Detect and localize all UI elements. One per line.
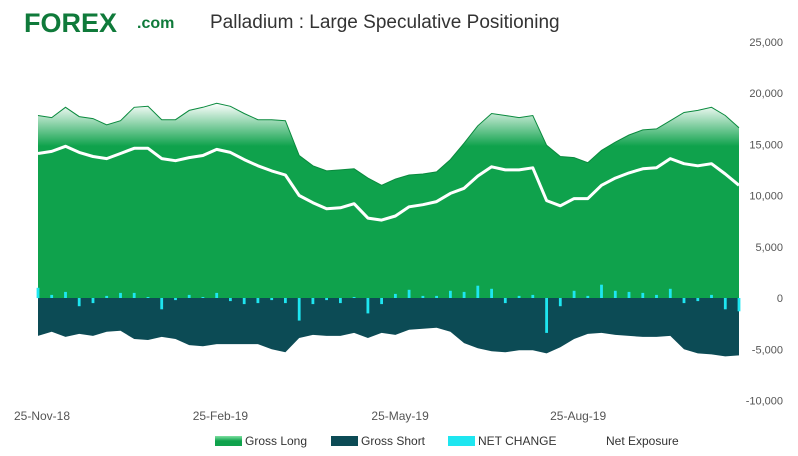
net-change-bar: [297, 298, 301, 321]
net-change-bars-group: [36, 284, 741, 333]
x-tick-label: 25-Aug-19: [550, 409, 606, 423]
net-change-bar: [64, 291, 67, 298]
legend-swatch-gross-short: [331, 436, 358, 446]
net-change-bar: [242, 298, 246, 305]
net-change-bar: [201, 297, 205, 298]
legend-item-gross-long: Gross Long: [215, 434, 307, 448]
net-change-bar: [545, 298, 548, 333]
y-tick-label: -5,000: [752, 344, 783, 356]
y-tick-label: 25,000: [749, 37, 783, 49]
net-change-bar: [531, 294, 535, 298]
net-change-bar: [380, 298, 383, 305]
net-change-bar: [394, 293, 397, 298]
net-change-bar: [476, 285, 480, 298]
net-change-bar: [325, 298, 328, 301]
gross-short-area: [38, 298, 739, 357]
net-change-bar: [366, 298, 370, 314]
net-change-bar: [132, 292, 136, 298]
net-change-bar: [737, 298, 741, 312]
net-change-bar: [421, 295, 425, 298]
net-change-bar: [613, 290, 617, 298]
net-change-bar: [105, 295, 109, 298]
legend-label-net-exposure: Net Exposure: [606, 434, 679, 448]
net-change-bar: [682, 298, 686, 304]
legend-label-net-change: NET CHANGE: [478, 434, 556, 448]
net-change-bar: [36, 287, 40, 299]
gross-long-edge: [37, 102, 740, 186]
net-change-bar: [558, 298, 562, 307]
net-change-bar: [146, 297, 150, 298]
net-change-bar: [229, 298, 232, 302]
gross-long-area: [38, 103, 739, 298]
net-change-bar: [119, 292, 122, 298]
net-change-bar: [256, 298, 260, 304]
net-change-bar: [600, 284, 603, 298]
net-change-bar: [517, 295, 521, 298]
net-change-bar: [407, 289, 411, 298]
net-change-bar: [696, 298, 700, 302]
gross-long-area-group: [37, 102, 740, 298]
legend: Gross Long Gross Short NET CHANGE Net Ex…: [215, 434, 679, 448]
gross-short-area-group: [38, 298, 739, 357]
legend-label-gross-long: Gross Long: [245, 434, 307, 448]
net-change-bar: [50, 294, 54, 298]
y-tick-label: 10,000: [749, 191, 783, 203]
net-exposure-line: [37, 144, 740, 222]
net-change-bar: [723, 298, 727, 310]
x-tick-label: 25-May-19: [371, 409, 429, 423]
logo-suffix: .com: [137, 15, 174, 32]
y-axis: 25,000 20,000 15,000 10,000 5,000 0 -5,000 -10,…: [746, 37, 783, 408]
net-change-bar: [586, 295, 590, 298]
net-change-bar: [710, 294, 713, 298]
net-change-bar: [449, 290, 452, 298]
x-tick-label: 25-Nov-18: [14, 409, 70, 423]
net-change-bar: [435, 295, 438, 298]
y-tick-label: 20,000: [749, 88, 783, 100]
net-change-bar: [311, 298, 315, 305]
x-axis: 25-Nov-18 25-Feb-19 25-May-19 25-Aug-19: [14, 409, 606, 423]
y-tick-label: 0: [777, 293, 783, 305]
net-change-bar: [215, 292, 219, 298]
logo: FOREX .com: [24, 8, 174, 38]
net-change-bar: [503, 298, 507, 304]
net-exposure-line-group: [37, 144, 740, 222]
legend-item-gross-short: Gross Short: [331, 434, 426, 448]
net-change-bar: [490, 288, 493, 298]
y-tick-label: 15,000: [749, 139, 783, 151]
legend-item-net-exposure: Net Exposure: [606, 434, 679, 448]
y-tick-label: -10,000: [746, 396, 783, 408]
net-change-bar: [462, 291, 466, 298]
legend-item-net-change: NET CHANGE: [448, 434, 556, 448]
net-change-bar: [77, 298, 81, 307]
net-change-bar: [668, 288, 672, 298]
net-change-bar: [339, 298, 342, 304]
chart-title: Palladium : Large Speculative Positionin…: [210, 12, 560, 33]
net-change-bar: [91, 298, 95, 304]
net-change-bar: [270, 298, 274, 301]
net-change-bar: [641, 292, 645, 298]
net-change-bar: [160, 298, 164, 310]
net-change-bar: [655, 294, 658, 298]
logo-main: FOREX: [24, 8, 117, 38]
legend-swatch-gross-long: [215, 436, 242, 446]
net-change-bar: [187, 294, 191, 298]
y-tick-label: 5,000: [755, 242, 783, 254]
x-tick-label: 25-Feb-19: [193, 409, 249, 423]
net-change-bar: [284, 298, 287, 304]
net-change-bar: [627, 291, 631, 298]
net-change-bar: [352, 297, 356, 298]
net-change-bar: [572, 290, 576, 298]
net-change-bar: [174, 298, 177, 301]
legend-swatch-net-change: [448, 436, 475, 446]
legend-label-gross-short: Gross Short: [361, 434, 426, 448]
